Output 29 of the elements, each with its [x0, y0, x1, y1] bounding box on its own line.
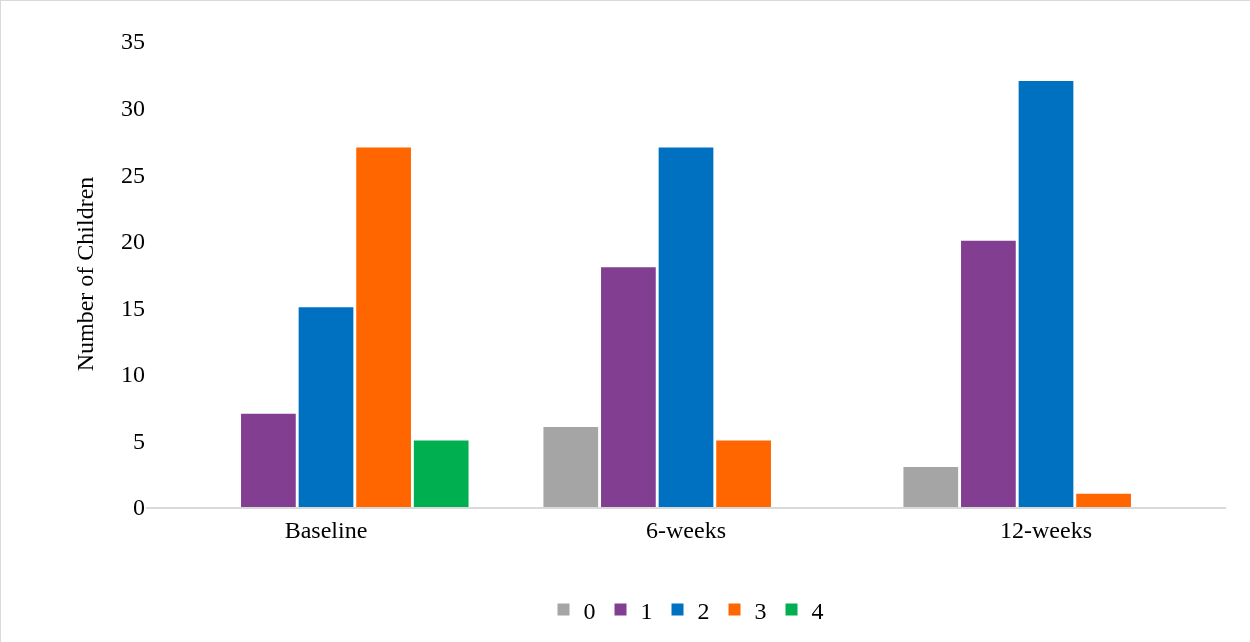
- y-tick-label: 10: [121, 361, 145, 388]
- bar: [903, 467, 959, 507]
- bar: [356, 147, 411, 507]
- y-axis-title: Number of Children: [72, 176, 99, 372]
- x-tick-label: 12-weeks: [1000, 516, 1092, 543]
- bar: [716, 440, 771, 507]
- legend-label: 0: [583, 597, 596, 624]
- bar: [658, 147, 714, 507]
- bar: [413, 440, 469, 507]
- bar: [241, 413, 296, 507]
- bar: [601, 267, 656, 507]
- bar: [1018, 80, 1074, 507]
- bar: [543, 427, 599, 507]
- legend-label: 4: [811, 597, 824, 624]
- x-tick-label: 6-weeks: [646, 516, 726, 543]
- legend-label: 1: [640, 597, 653, 624]
- y-tick-label: 30: [121, 94, 145, 121]
- bar: [961, 240, 1016, 507]
- y-tick-label: 0: [133, 494, 145, 521]
- y-tick-label: 15: [121, 294, 145, 321]
- legend-label: 3: [754, 597, 767, 624]
- x-tick-label: Baseline: [284, 516, 368, 543]
- bar: [298, 307, 354, 507]
- bar: [1076, 493, 1131, 507]
- y-tick-label: 25: [121, 161, 145, 188]
- y-tick-label: 35: [121, 28, 145, 55]
- y-tick-label: 20: [121, 228, 145, 255]
- y-tick-label: 5: [133, 427, 145, 454]
- legend-label: 2: [697, 597, 710, 624]
